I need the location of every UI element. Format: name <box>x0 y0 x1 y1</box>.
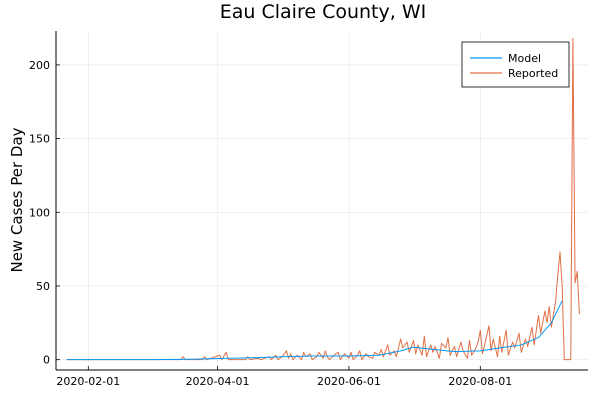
x-tick-label: 2020-02-01 <box>56 375 120 388</box>
y-tick-label: 150 <box>29 133 50 146</box>
legend-label-reported: Reported <box>508 67 558 80</box>
tick-labels: 2020-02-01 2020-04-01 2020-06-01 2020-08-01… <box>29 59 512 388</box>
series-line-model <box>66 300 563 361</box>
x-tick-label: 2020-08-01 <box>448 375 512 388</box>
legend-box <box>461 41 570 88</box>
y-axis-label: New Cases Per Day <box>8 127 26 272</box>
y-tick-label: 100 <box>29 206 50 219</box>
x-tick-label: 2020-06-01 <box>317 375 381 388</box>
series-lines <box>66 37 580 361</box>
y-tick-label: 0 <box>43 354 50 367</box>
chart-title: Eau Claire County, WI <box>220 1 426 23</box>
y-tick-label: 200 <box>29 59 50 72</box>
legend-label-model: Model <box>508 52 541 65</box>
axes <box>55 31 588 371</box>
legend: Model Reported <box>461 41 570 88</box>
y-tick-label: 50 <box>36 280 50 293</box>
x-tick-label: 2020-04-01 <box>186 375 250 388</box>
